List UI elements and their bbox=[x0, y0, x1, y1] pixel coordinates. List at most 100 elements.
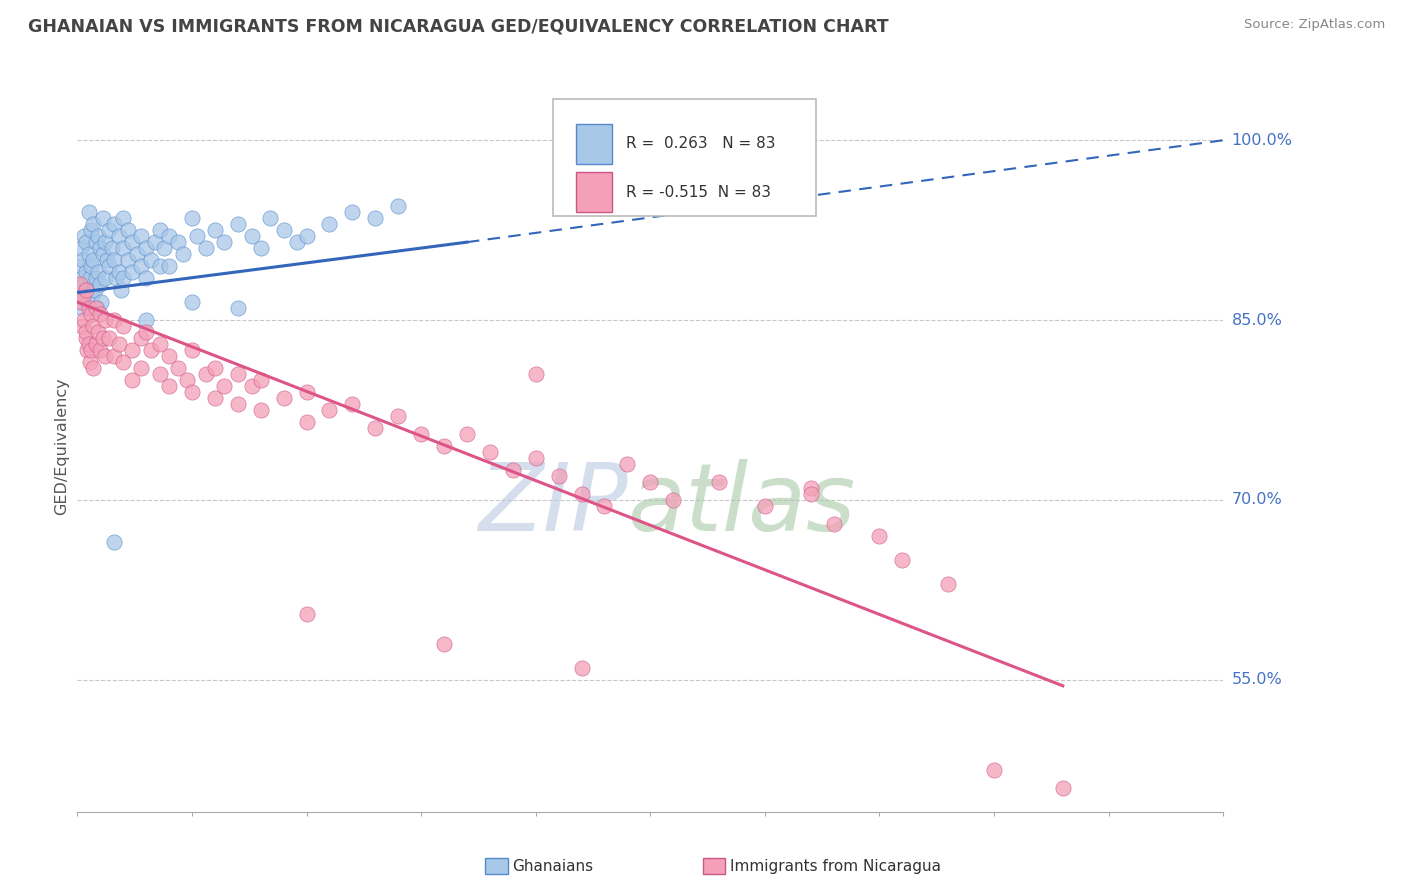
Point bbox=[80, 307, 103, 321]
Point bbox=[70, 271, 93, 285]
Point bbox=[823, 516, 845, 531]
Point bbox=[204, 361, 226, 376]
Bar bbox=[576, 124, 613, 164]
Point bbox=[295, 229, 318, 244]
Text: GHANAIAN VS IMMIGRANTS FROM NICARAGUA GED/EQUIVALENCY CORRELATION CHART: GHANAIAN VS IMMIGRANTS FROM NICARAGUA GE… bbox=[28, 18, 889, 36]
Text: R = -0.515  N = 83: R = -0.515 N = 83 bbox=[626, 185, 772, 200]
Text: 100.0%: 100.0% bbox=[1232, 133, 1292, 148]
Point bbox=[524, 367, 547, 381]
Point bbox=[79, 355, 101, 369]
Point bbox=[80, 289, 103, 303]
Point bbox=[90, 295, 112, 310]
Point bbox=[149, 259, 172, 273]
Point bbox=[800, 481, 823, 495]
Point bbox=[82, 319, 104, 334]
Point bbox=[103, 349, 125, 363]
Point bbox=[84, 337, 107, 351]
Point bbox=[172, 247, 194, 261]
Point bbox=[79, 271, 101, 285]
Point bbox=[69, 289, 91, 303]
Point bbox=[176, 373, 198, 387]
Point bbox=[117, 223, 139, 237]
Point bbox=[110, 283, 132, 297]
Point bbox=[70, 241, 93, 255]
Point bbox=[121, 343, 143, 357]
Point bbox=[194, 241, 217, 255]
Point bbox=[662, 492, 685, 507]
Point bbox=[295, 607, 318, 621]
Text: 55.0%: 55.0% bbox=[1232, 673, 1282, 688]
Point bbox=[194, 367, 217, 381]
Text: Immigrants from Nicaragua: Immigrants from Nicaragua bbox=[730, 859, 941, 873]
Point bbox=[157, 229, 180, 244]
Point bbox=[295, 385, 318, 400]
Point bbox=[212, 379, 235, 393]
Point bbox=[103, 253, 125, 268]
Text: ZIP: ZIP bbox=[478, 459, 627, 550]
Point bbox=[135, 313, 157, 327]
Point bbox=[186, 229, 208, 244]
Point bbox=[89, 343, 111, 357]
Point bbox=[226, 367, 249, 381]
Point bbox=[259, 211, 281, 226]
Point bbox=[869, 529, 891, 543]
Point bbox=[89, 277, 111, 292]
FancyBboxPatch shape bbox=[553, 99, 817, 216]
Point bbox=[83, 283, 105, 297]
Point bbox=[936, 577, 959, 591]
Point bbox=[72, 289, 94, 303]
Point bbox=[89, 307, 111, 321]
Point bbox=[82, 361, 104, 376]
Point bbox=[76, 325, 98, 339]
Point bbox=[112, 319, 135, 334]
Point bbox=[139, 343, 162, 357]
Point bbox=[69, 277, 91, 292]
Text: Ghanaians: Ghanaians bbox=[512, 859, 593, 873]
Point bbox=[135, 271, 157, 285]
Point bbox=[273, 223, 295, 237]
Point bbox=[157, 379, 180, 393]
Bar bbox=[576, 172, 613, 212]
Point bbox=[73, 229, 96, 244]
Point bbox=[226, 217, 249, 231]
Point bbox=[70, 301, 93, 315]
Point bbox=[478, 445, 501, 459]
Point bbox=[143, 235, 166, 249]
Point bbox=[82, 253, 104, 268]
Point bbox=[616, 457, 638, 471]
Point bbox=[180, 295, 204, 310]
Point bbox=[121, 373, 143, 387]
Point bbox=[125, 247, 148, 261]
Point bbox=[212, 235, 235, 249]
Point bbox=[76, 295, 98, 310]
Point bbox=[70, 319, 93, 334]
Point bbox=[98, 331, 121, 345]
Point bbox=[139, 253, 162, 268]
Point bbox=[364, 211, 387, 226]
Point bbox=[80, 343, 103, 357]
Point bbox=[112, 355, 135, 369]
Point bbox=[75, 331, 97, 345]
Point bbox=[91, 331, 114, 345]
Point bbox=[70, 295, 93, 310]
Point bbox=[76, 343, 98, 357]
Point bbox=[342, 397, 364, 411]
Point bbox=[249, 241, 271, 255]
Point bbox=[180, 211, 204, 226]
Point bbox=[131, 229, 153, 244]
Point bbox=[249, 373, 271, 387]
Point bbox=[103, 535, 125, 549]
Point bbox=[107, 229, 129, 244]
Point bbox=[204, 391, 226, 405]
Point bbox=[411, 427, 433, 442]
Point bbox=[157, 259, 180, 273]
Point bbox=[149, 367, 172, 381]
Point bbox=[285, 235, 308, 249]
Point bbox=[149, 337, 172, 351]
Point bbox=[73, 277, 96, 292]
Point bbox=[131, 331, 153, 345]
Point bbox=[112, 241, 135, 255]
Point bbox=[82, 217, 104, 231]
Point bbox=[80, 223, 103, 237]
Y-axis label: GED/Equivalency: GED/Equivalency bbox=[53, 377, 69, 515]
